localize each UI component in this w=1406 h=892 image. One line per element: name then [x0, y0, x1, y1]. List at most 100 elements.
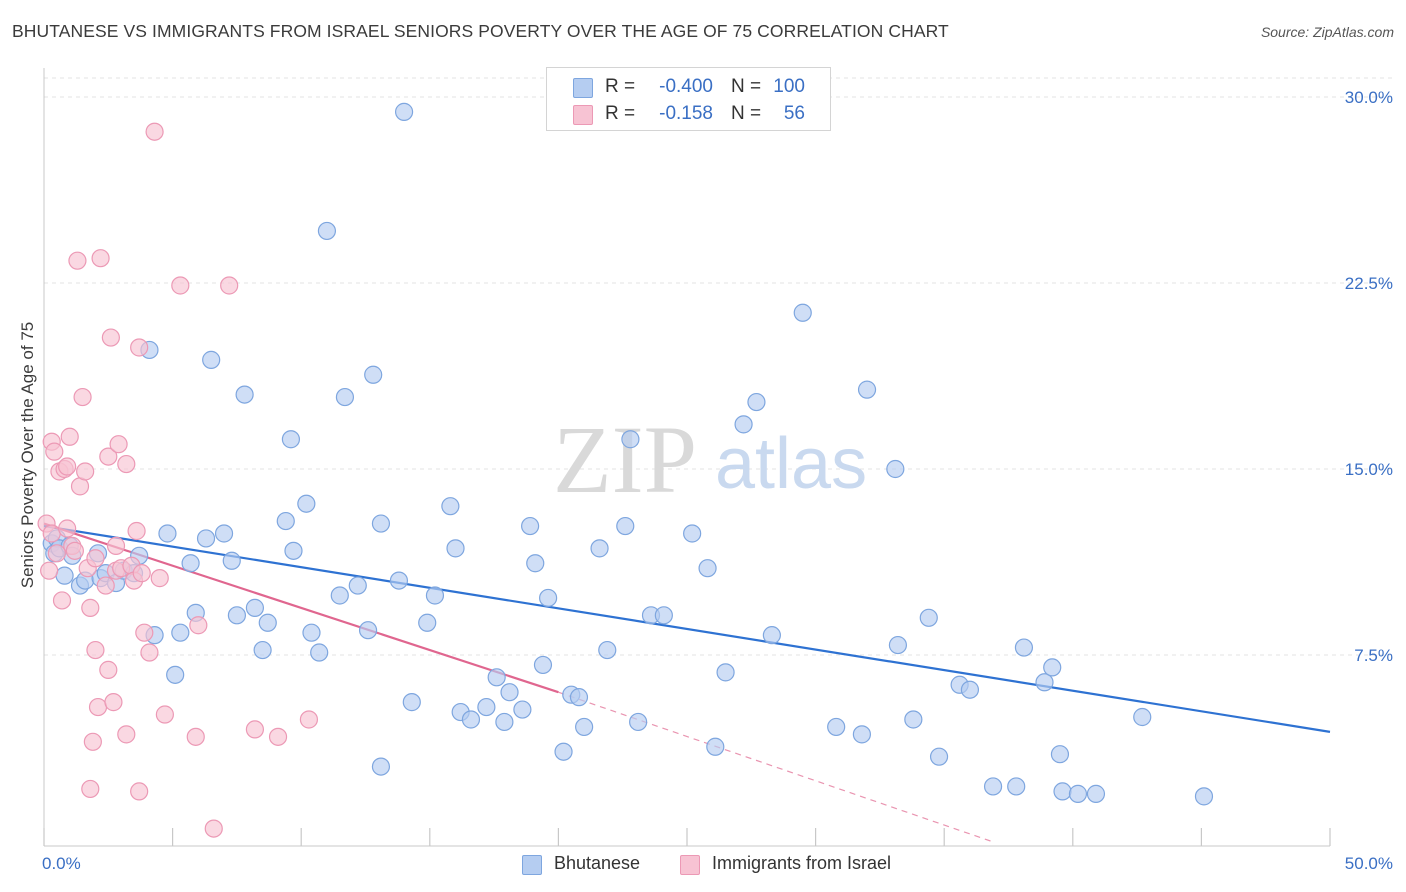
- israel-point: [186, 727, 205, 746]
- legend-n-value: 56: [783, 103, 805, 124]
- bhutanese-point: [793, 303, 812, 322]
- israel-point: [106, 536, 126, 555]
- israel-point: [88, 697, 108, 717]
- bhutanese-point: [716, 663, 735, 682]
- source-attribution: Source: ZipAtlas.com: [1260, 24, 1394, 40]
- israel-point: [204, 819, 223, 838]
- bhutanese-point: [513, 700, 532, 719]
- bhutanese-point: [202, 350, 221, 369]
- bhutanese-point: [683, 524, 702, 543]
- bhutanese-point: [706, 737, 725, 756]
- israel-point: [130, 338, 149, 357]
- bhutanese-point: [539, 588, 558, 608]
- bhutanese-point: [857, 380, 877, 399]
- points-layer: [37, 102, 1214, 838]
- bhutanese-point: [310, 643, 329, 662]
- israel-point: [117, 725, 136, 744]
- legend-label-israel: Immigrants from Israel: [712, 853, 892, 873]
- watermark: ZIP atlas: [553, 406, 867, 513]
- bhutanese-point: [983, 777, 1003, 796]
- bhutanese-point: [629, 712, 648, 732]
- bhutanese-point: [284, 541, 303, 560]
- bhutanese-point: [533, 655, 553, 675]
- bhutanese-point: [1043, 658, 1062, 677]
- bhutanese-point: [158, 524, 177, 543]
- bhutanese-point: [495, 712, 514, 732]
- legend-r-value: -0.158: [659, 103, 713, 124]
- israel-point: [109, 435, 128, 454]
- bhutanese-point: [521, 516, 540, 536]
- israel-point: [101, 328, 120, 347]
- israel-point: [155, 705, 174, 724]
- israel-point: [127, 521, 146, 541]
- y-tick-label: 30.0%: [1345, 88, 1393, 107]
- israel-point: [47, 544, 66, 563]
- bhutanese-point: [1194, 787, 1214, 806]
- bhutanese-point: [441, 497, 460, 516]
- bhutanese-point: [1014, 638, 1034, 657]
- israel-point: [104, 693, 123, 712]
- legend-swatch-blue: [522, 855, 542, 875]
- israel-point: [150, 569, 169, 588]
- israel-point: [52, 591, 72, 610]
- israel-point: [135, 623, 154, 642]
- bhutanese-point: [281, 430, 301, 449]
- bhutanese-point: [245, 598, 265, 617]
- bhutanese-point: [698, 559, 717, 578]
- israel-point: [86, 640, 105, 660]
- bhutanese-point: [461, 710, 481, 729]
- bhutanese-point: [487, 668, 506, 687]
- bhutanese-point: [1053, 782, 1072, 801]
- israel-point: [45, 442, 64, 461]
- israel-point: [65, 541, 84, 560]
- bhutanese-point: [747, 392, 766, 412]
- israel-point: [268, 727, 288, 746]
- y-tick-label: 15.0%: [1345, 460, 1393, 479]
- bhutanese-point: [253, 640, 272, 660]
- israel-point: [58, 519, 77, 538]
- bhutanese-point: [500, 683, 519, 702]
- y-tick-label: 22.5%: [1345, 274, 1393, 293]
- legend-n-key: N =: [731, 103, 762, 124]
- israel-point: [81, 598, 100, 617]
- bhutanese-point: [371, 514, 391, 533]
- y-tick-label: 7.5%: [1354, 646, 1393, 665]
- legend-row-bhutanese: R = -0.400 N = 100: [547, 74, 830, 100]
- legend-r-key: R =: [605, 76, 636, 97]
- bhutanese-point: [418, 613, 437, 632]
- bhutanese-point: [258, 613, 277, 632]
- bhutanese-point: [1068, 784, 1088, 803]
- series-legend: Bhutanese Immigrants from Israel: [0, 852, 1406, 878]
- bhutanese-point: [358, 621, 378, 640]
- israel-point: [81, 779, 100, 799]
- bhutanese-point: [181, 554, 200, 573]
- bhutanese-point: [929, 747, 949, 766]
- bhutanese-point: [654, 606, 673, 625]
- israel-point: [91, 249, 110, 268]
- bhutanese-point: [335, 387, 355, 407]
- bhutanese-point: [575, 717, 594, 737]
- bhutanese-point: [554, 742, 573, 761]
- israel-point: [130, 782, 149, 801]
- israel-point: [58, 457, 77, 476]
- legend-row-israel: R = -0.158 N = 56: [547, 101, 830, 127]
- bhutanese-point: [227, 606, 246, 625]
- israel-point: [220, 276, 239, 295]
- israel-point: [99, 447, 118, 466]
- israel-point: [99, 660, 118, 679]
- bhutanese-point: [590, 539, 609, 558]
- legend-label-bhutanese: Bhutanese: [554, 853, 641, 873]
- israel-point: [60, 427, 79, 446]
- israel-point: [140, 643, 159, 662]
- bhutanese-point: [171, 623, 190, 642]
- bhutanese-point: [734, 415, 753, 434]
- legend-r-key: R =: [605, 103, 636, 124]
- bhutanese-point: [371, 757, 391, 776]
- bhutanese-point: [330, 586, 349, 605]
- trend-layer: [43, 522, 1331, 842]
- bhutanese-point: [317, 221, 337, 241]
- israel-point: [76, 462, 95, 481]
- bhutanese-point: [166, 665, 185, 684]
- bhutanese-point: [364, 365, 383, 384]
- chart-title: BHUTANESE VS IMMIGRANTS FROM ISRAEL SENI…: [12, 21, 949, 41]
